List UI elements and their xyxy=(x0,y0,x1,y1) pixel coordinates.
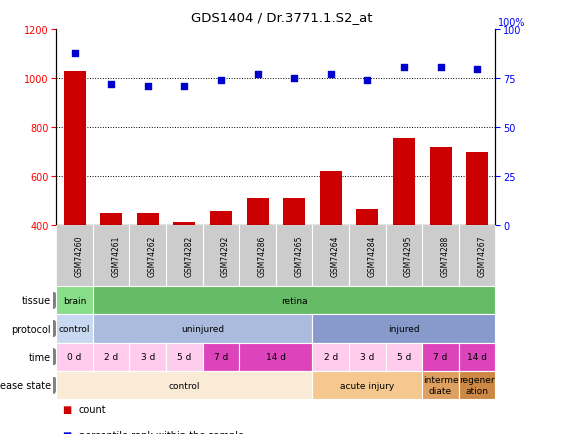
Bar xyxy=(137,214,159,226)
Bar xyxy=(64,72,86,226)
Bar xyxy=(320,172,342,226)
Text: protocol: protocol xyxy=(11,324,51,334)
Point xyxy=(70,50,79,57)
Text: 5 d: 5 d xyxy=(177,352,191,362)
Text: GSM74264: GSM74264 xyxy=(331,235,339,277)
Text: 3 d: 3 d xyxy=(360,352,374,362)
Point xyxy=(143,83,152,91)
Text: 2 d: 2 d xyxy=(104,352,118,362)
Bar xyxy=(210,211,232,226)
Bar xyxy=(430,148,452,226)
Point xyxy=(436,64,445,71)
Text: GSM74284: GSM74284 xyxy=(367,235,376,277)
Bar xyxy=(283,199,305,226)
Bar xyxy=(356,210,378,226)
Text: GSM74267: GSM74267 xyxy=(477,235,486,277)
Point xyxy=(472,66,481,73)
Text: 7 d: 7 d xyxy=(434,352,448,362)
Text: GSM74288: GSM74288 xyxy=(440,236,449,276)
Point xyxy=(253,72,262,79)
Text: retina: retina xyxy=(281,296,307,305)
Text: GSM74282: GSM74282 xyxy=(185,236,193,276)
Text: 14 d: 14 d xyxy=(467,352,487,362)
Text: count: count xyxy=(79,404,106,414)
Point xyxy=(326,72,335,79)
Bar xyxy=(173,222,195,226)
Polygon shape xyxy=(53,320,62,337)
Text: time: time xyxy=(29,352,51,362)
Text: disease state: disease state xyxy=(0,380,51,390)
Point xyxy=(400,64,409,71)
Point xyxy=(107,82,116,89)
Text: 5 d: 5 d xyxy=(397,352,411,362)
Text: 2 d: 2 d xyxy=(324,352,338,362)
Text: GDS1404 / Dr.3771.1.S2_at: GDS1404 / Dr.3771.1.S2_at xyxy=(191,11,372,24)
Text: control: control xyxy=(169,381,200,390)
Text: GSM74295: GSM74295 xyxy=(404,235,413,277)
Point xyxy=(216,78,225,85)
Text: tissue: tissue xyxy=(21,296,51,306)
Text: GSM74265: GSM74265 xyxy=(294,235,303,277)
Text: percentile rank within the sample: percentile rank within the sample xyxy=(79,430,244,434)
Text: GSM74292: GSM74292 xyxy=(221,235,230,277)
Point xyxy=(363,78,372,85)
Bar xyxy=(466,152,488,226)
Text: acute injury: acute injury xyxy=(340,381,395,390)
Text: interme
diate: interme diate xyxy=(423,375,458,395)
Text: uninjured: uninjured xyxy=(181,324,224,333)
Text: GSM74261: GSM74261 xyxy=(111,235,120,277)
Polygon shape xyxy=(53,292,62,309)
Text: GSM74286: GSM74286 xyxy=(258,235,266,277)
Point xyxy=(180,83,189,91)
Text: brain: brain xyxy=(63,296,86,305)
Text: 100%: 100% xyxy=(498,18,526,28)
Text: 14 d: 14 d xyxy=(266,352,286,362)
Text: GSM74260: GSM74260 xyxy=(75,235,83,277)
Text: ■: ■ xyxy=(62,430,71,434)
Text: ■: ■ xyxy=(62,404,71,414)
Polygon shape xyxy=(53,377,62,394)
Polygon shape xyxy=(53,349,62,365)
Text: 0 d: 0 d xyxy=(68,352,82,362)
Bar xyxy=(393,139,415,226)
Point xyxy=(290,76,299,82)
Text: 3 d: 3 d xyxy=(141,352,155,362)
Bar xyxy=(247,199,269,226)
Text: control: control xyxy=(59,324,90,333)
Text: 7 d: 7 d xyxy=(214,352,228,362)
Text: GSM74262: GSM74262 xyxy=(148,235,157,277)
Text: injured: injured xyxy=(388,324,420,333)
Text: regener
ation: regener ation xyxy=(459,375,495,395)
Bar xyxy=(100,214,122,226)
